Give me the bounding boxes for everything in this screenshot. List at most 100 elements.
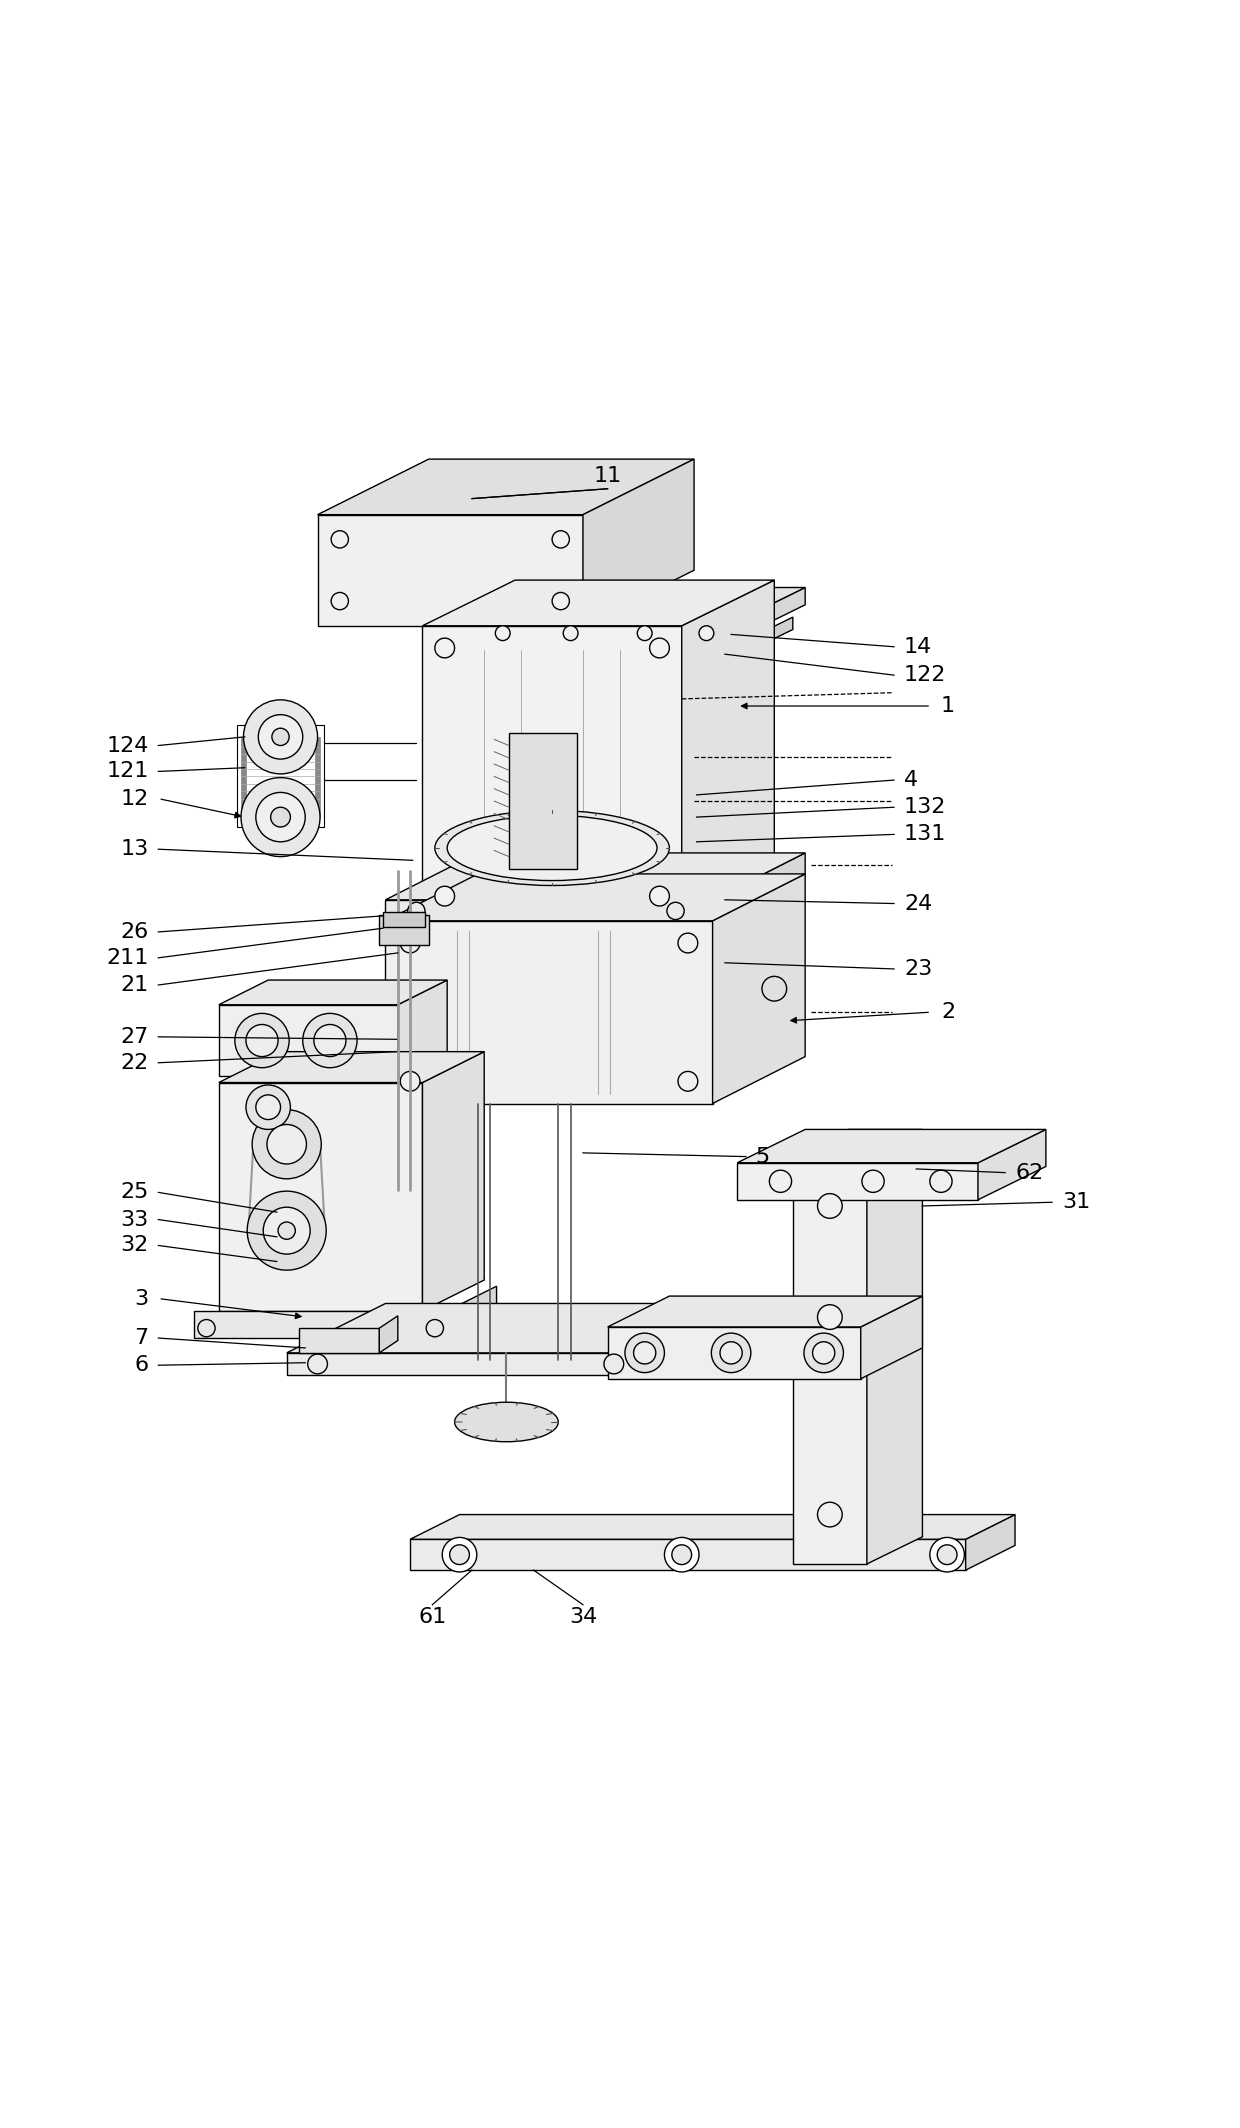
Circle shape (331, 530, 348, 549)
Polygon shape (792, 1158, 867, 1564)
Polygon shape (479, 651, 725, 662)
Circle shape (604, 1353, 624, 1375)
Polygon shape (792, 1130, 923, 1158)
Circle shape (650, 885, 670, 907)
Polygon shape (317, 515, 583, 626)
Text: 21: 21 (120, 975, 149, 996)
Circle shape (267, 1124, 306, 1164)
Circle shape (408, 902, 425, 919)
Polygon shape (966, 1515, 1016, 1570)
Circle shape (270, 807, 290, 828)
Polygon shape (218, 1083, 423, 1311)
Polygon shape (218, 981, 448, 1004)
Circle shape (667, 902, 684, 919)
Circle shape (930, 1170, 952, 1192)
Polygon shape (195, 1311, 448, 1339)
Circle shape (241, 777, 320, 858)
Polygon shape (218, 1051, 484, 1083)
Bar (299, 1328, 379, 1353)
Circle shape (255, 792, 305, 843)
Text: 13: 13 (120, 838, 149, 860)
Circle shape (937, 1545, 957, 1564)
Circle shape (331, 592, 348, 611)
Polygon shape (725, 617, 792, 662)
Polygon shape (386, 875, 805, 921)
Text: 61: 61 (418, 1607, 446, 1628)
Text: 122: 122 (904, 666, 946, 685)
Polygon shape (423, 581, 774, 626)
Polygon shape (460, 587, 805, 628)
Circle shape (246, 1024, 278, 1058)
Ellipse shape (455, 1402, 558, 1443)
Polygon shape (423, 626, 682, 919)
Polygon shape (725, 587, 805, 645)
Text: 5: 5 (756, 1147, 770, 1166)
Text: 22: 22 (120, 1053, 149, 1073)
Polygon shape (317, 460, 694, 515)
Polygon shape (583, 460, 694, 626)
Circle shape (255, 1096, 280, 1119)
Text: 121: 121 (107, 762, 149, 781)
Circle shape (443, 1536, 477, 1573)
Bar (379, 915, 429, 945)
Circle shape (637, 626, 652, 641)
Polygon shape (713, 853, 805, 921)
Polygon shape (423, 1051, 484, 1311)
Circle shape (761, 977, 786, 1000)
Circle shape (812, 1343, 835, 1364)
Circle shape (720, 1343, 743, 1364)
Circle shape (678, 1070, 698, 1092)
Polygon shape (386, 921, 713, 1104)
Ellipse shape (435, 811, 670, 885)
Circle shape (712, 1332, 751, 1373)
Polygon shape (286, 1353, 645, 1375)
Circle shape (246, 1085, 290, 1130)
Circle shape (435, 638, 455, 658)
Circle shape (817, 1194, 842, 1219)
Circle shape (258, 715, 303, 760)
Bar (383, 913, 425, 928)
Polygon shape (645, 1304, 744, 1375)
Circle shape (263, 1207, 310, 1253)
Circle shape (247, 1192, 326, 1270)
Polygon shape (379, 1315, 398, 1353)
Circle shape (427, 1319, 444, 1336)
Polygon shape (218, 1004, 398, 1077)
Circle shape (234, 1013, 289, 1068)
Polygon shape (410, 1515, 1016, 1539)
Text: 132: 132 (904, 798, 946, 817)
Text: 7: 7 (134, 1328, 149, 1347)
Bar (241, 736, 246, 817)
Polygon shape (608, 1328, 861, 1379)
Circle shape (678, 934, 698, 953)
Polygon shape (738, 1162, 978, 1200)
Polygon shape (978, 1130, 1045, 1200)
Polygon shape (386, 853, 805, 900)
Text: 124: 124 (107, 736, 149, 755)
Text: 33: 33 (120, 1209, 149, 1230)
Text: 32: 32 (120, 1236, 149, 1256)
Polygon shape (867, 1130, 923, 1564)
Text: 26: 26 (120, 921, 149, 943)
Circle shape (625, 1332, 665, 1373)
Circle shape (817, 1502, 842, 1528)
Text: 1: 1 (941, 696, 955, 715)
Text: 23: 23 (904, 960, 932, 979)
Text: 31: 31 (1061, 1192, 1090, 1213)
Circle shape (552, 530, 569, 549)
Circle shape (862, 1170, 884, 1192)
Circle shape (930, 1536, 965, 1573)
Bar (508, 734, 577, 868)
Circle shape (495, 626, 510, 641)
Text: 14: 14 (904, 636, 932, 658)
Circle shape (401, 1070, 420, 1092)
Polygon shape (460, 628, 725, 645)
Text: 62: 62 (1016, 1162, 1043, 1183)
Circle shape (650, 638, 670, 658)
Circle shape (563, 626, 578, 641)
Text: 6: 6 (134, 1356, 149, 1375)
Polygon shape (861, 1296, 923, 1379)
Circle shape (804, 1332, 843, 1373)
Circle shape (198, 1319, 215, 1336)
Polygon shape (713, 875, 805, 1104)
